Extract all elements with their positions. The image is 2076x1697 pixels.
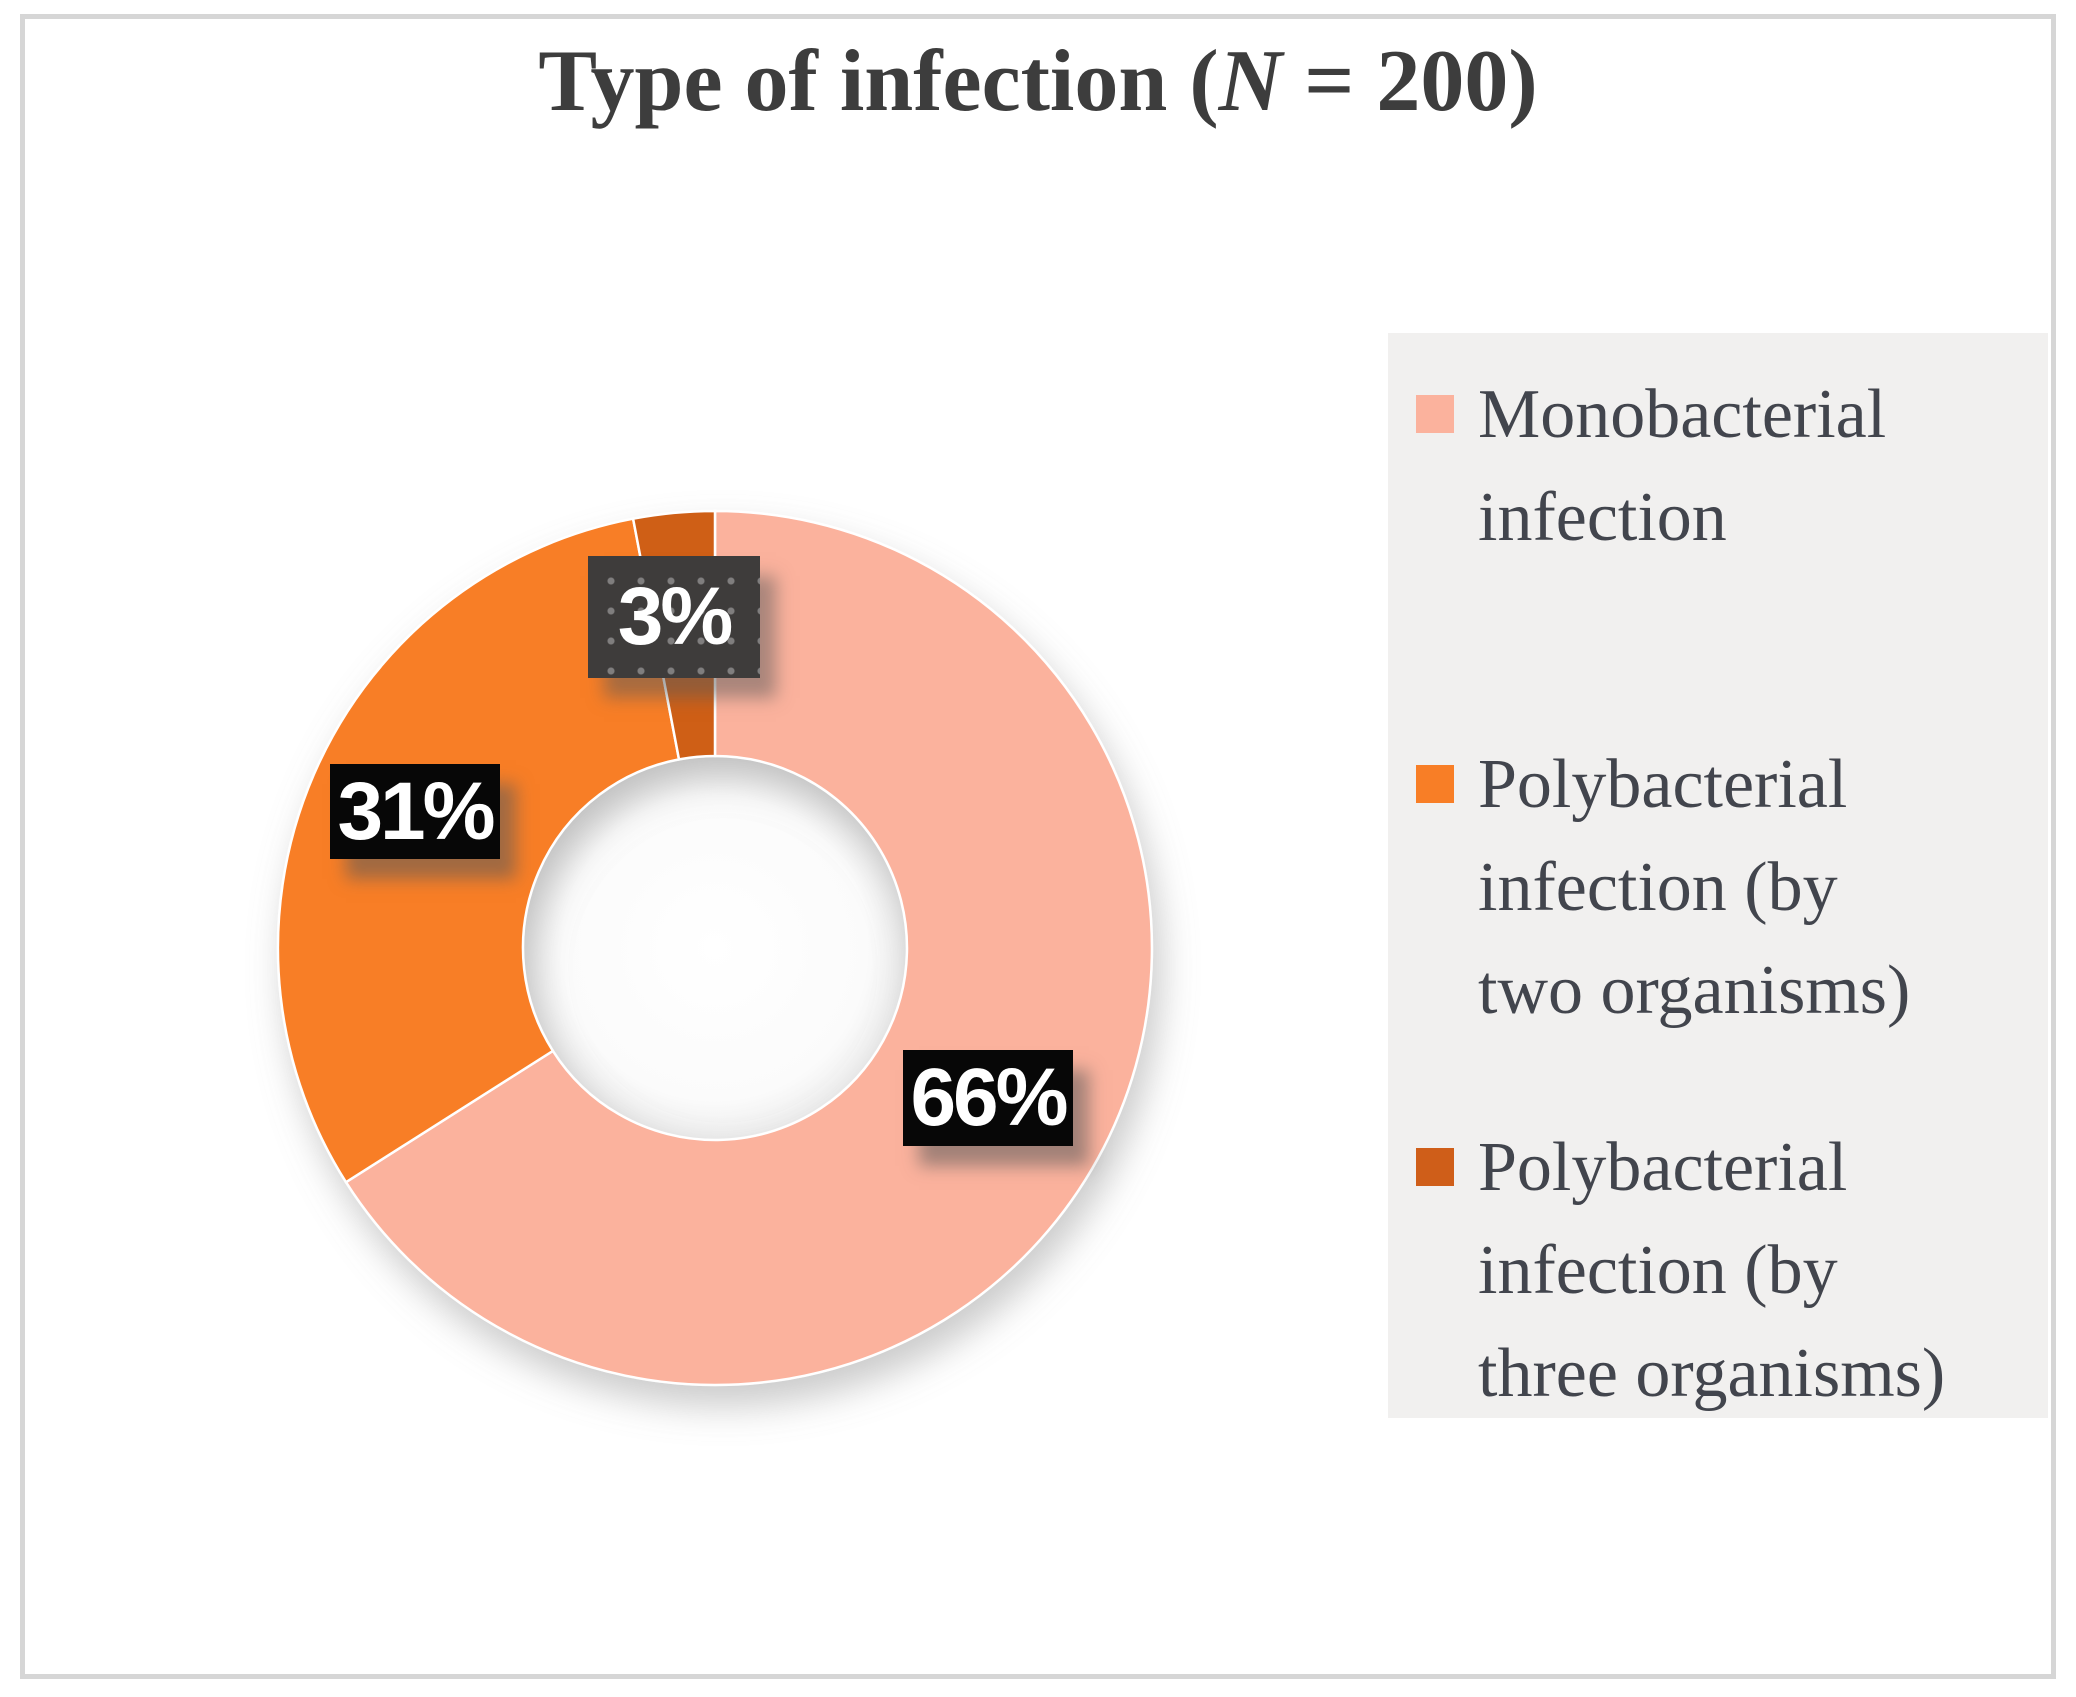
legend-item-polybacterial-three: Polybacterial infection (by three organi…	[1416, 1116, 1945, 1425]
legend-item-polybacterial-two: Polybacterial infection (by two organism…	[1416, 733, 1910, 1042]
data-label-monobacterial: 66%	[903, 1050, 1073, 1146]
legend-item-monobacterial: Monobacterial infection	[1416, 363, 1886, 569]
legend-swatch-monobacterial	[1416, 395, 1454, 433]
data-label-polybacterial-three: 3%	[588, 556, 760, 678]
legend-swatch-polybacterial-three	[1416, 1148, 1454, 1186]
chart-title-text: Type of infection (	[538, 33, 1219, 130]
chart-title: Type of infection (N = 200)	[0, 33, 2076, 130]
donut-slice-monobacterial-infection	[344, 509, 1154, 1387]
legend: Monobacterial infection Polybacterial in…	[1388, 333, 2048, 1418]
legend-label-monobacterial: Monobacterial infection	[1478, 376, 1887, 556]
chart-title-suffix: = 200)	[1282, 33, 1538, 130]
donut-hole	[519, 752, 911, 1144]
legend-swatch-polybacterial-two	[1416, 765, 1454, 803]
data-label-polybacterial-two: 31%	[330, 764, 500, 859]
legend-label-polybacterial-two: Polybacterial infection (by two organism…	[1478, 746, 1911, 1029]
chart-title-n: N	[1218, 33, 1283, 130]
legend-label-polybacterial-three: Polybacterial infection (by three organi…	[1478, 1129, 1946, 1412]
